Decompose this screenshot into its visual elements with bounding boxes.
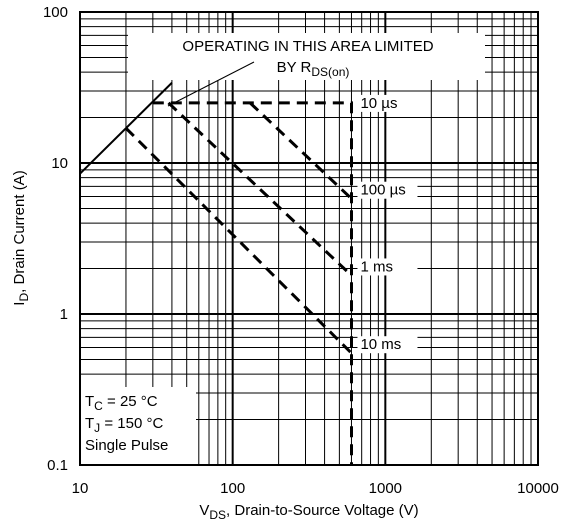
- x-tick-label: 100: [220, 480, 245, 497]
- series-label-bg-2: [357, 181, 418, 199]
- rds-on-limit: [79, 82, 173, 175]
- conditions-box: TC = 25 °C TJ = 150 °C Single Pulse: [81, 387, 196, 464]
- series-line-4: [124, 127, 353, 355]
- annotation-by-r: BY R: [277, 59, 312, 76]
- x-tick-label: 1000: [369, 480, 402, 497]
- annotation: OPERATING IN THIS AREA LIMITED BY RDS(on…: [128, 33, 485, 107]
- series-label-4: 10 ms: [360, 336, 401, 353]
- y-tick-label: 100: [43, 4, 68, 21]
- annotation-pointer: [167, 61, 255, 107]
- series-group: [124, 101, 353, 465]
- series-labels: 10 µs 100 µs 1 ms 10 ms: [357, 94, 418, 354]
- series-label-bg-3: [357, 258, 418, 276]
- annotation-line-2: BY RDS(on): [277, 59, 350, 79]
- tick-labels: 10 100 1000 10000 0.1 1 10 100: [43, 4, 559, 497]
- y-tick-label: 0.1: [47, 457, 68, 474]
- series-line-2: [249, 101, 353, 200]
- condition-tj: TJ = 150 °C: [85, 415, 163, 435]
- plot-frame: [79, 11, 539, 466]
- series-label-3: 1 ms: [360, 258, 393, 275]
- y-axis-title: ID, Drain Current (A): [11, 170, 31, 305]
- conditions-background: [81, 387, 196, 464]
- rds-on-limit-line: [79, 82, 173, 175]
- x-tick-label: 10000: [517, 480, 559, 497]
- series-label-2: 100 µs: [360, 182, 405, 199]
- y-tick-label: 1: [60, 306, 68, 323]
- x-tick-label: 10: [72, 480, 89, 497]
- x-axis-title: VDS, Drain-to-Source Voltage (V): [199, 502, 418, 522]
- annotation-subscript: DS(on): [311, 65, 349, 79]
- series-line-3: [167, 101, 353, 277]
- condition-single-pulse: Single Pulse: [85, 437, 168, 454]
- annotation-line-1: OPERATING IN THIS AREA LIMITED: [182, 38, 433, 55]
- y-tick-label: 10: [51, 155, 68, 172]
- series-label-1: 10 µs: [360, 95, 397, 112]
- series-line-1: [152, 101, 353, 465]
- series-label-bg-1: [357, 94, 418, 112]
- annotation-box: [128, 33, 485, 80]
- condition-tc: TC = 25 °C: [85, 393, 158, 413]
- series-label-bg-4: [357, 336, 418, 354]
